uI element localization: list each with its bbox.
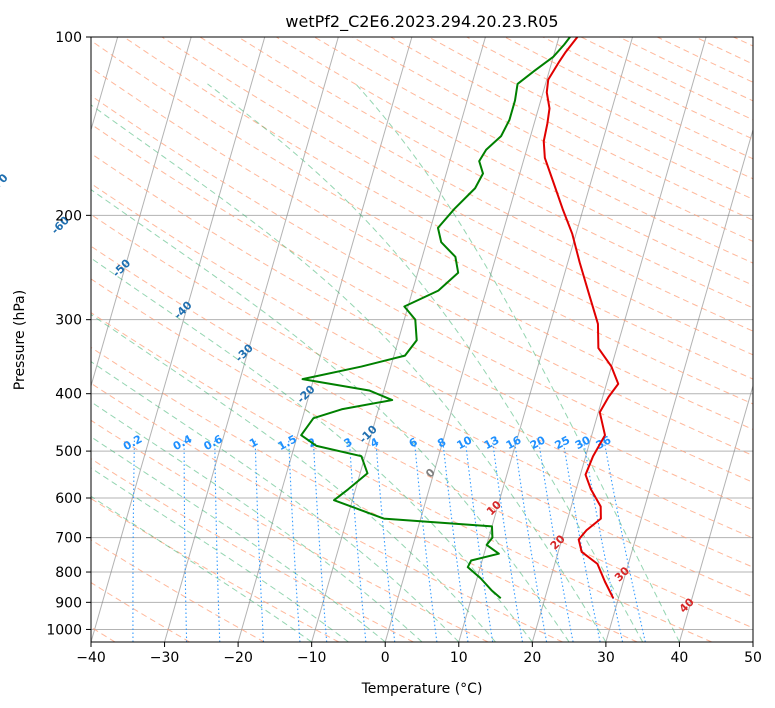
dry-adiabat-line xyxy=(91,213,753,568)
mixing-ratio-line xyxy=(288,440,301,642)
dry-adiabat-line xyxy=(237,37,753,309)
x-tick-label: 30 xyxy=(597,650,615,666)
y-tick-label: 100 xyxy=(55,30,82,46)
mixing-ratio-line xyxy=(582,440,624,642)
y-tick-label: 1000 xyxy=(46,622,82,638)
temperature-profile-line xyxy=(542,37,620,599)
x-tick-label: 10 xyxy=(450,650,468,666)
isotherm-line xyxy=(91,37,192,388)
dry-adiabat-line xyxy=(123,37,753,380)
moist-adiabat-line xyxy=(355,83,680,642)
mixing-ratio-label: 30 xyxy=(573,433,593,452)
y-tick-label: 600 xyxy=(55,491,82,507)
dry-adiabat-line xyxy=(91,245,753,598)
isotherm-line xyxy=(678,384,753,642)
dry-adiabat-line xyxy=(91,278,753,629)
dry-adiabat-label: -70 xyxy=(0,171,11,194)
mixing-ratio-line xyxy=(464,440,494,642)
x-tick-label: −20 xyxy=(223,650,253,666)
mixing-ratio-line xyxy=(562,440,601,642)
mixing-ratio-line xyxy=(603,440,646,642)
y-axis-label: Pressure (hPa) xyxy=(12,290,28,390)
y-tick-label: 200 xyxy=(55,208,82,224)
x-tick-label: 50 xyxy=(744,650,762,666)
dry-adiabat-line xyxy=(276,37,753,286)
isotherm-line xyxy=(384,37,560,642)
mixing-ratio-line xyxy=(183,440,188,642)
dry-adiabat-line xyxy=(91,582,190,642)
moist-adiabat-line xyxy=(91,104,607,642)
profile-series xyxy=(300,37,620,600)
mixing-ratio-line xyxy=(442,440,469,642)
x-tick-label: 40 xyxy=(671,650,689,666)
moist-adiabat-line xyxy=(91,361,460,642)
mixing-ratio-line xyxy=(513,440,548,642)
isotherm-line xyxy=(237,37,413,642)
mixing-ratio-line xyxy=(132,440,135,642)
x-tick-label: 20 xyxy=(523,650,541,666)
axis-ticks: −40 −30 −20 −10 0 10 20 30 40 50 100 200 300 400 500 60… xyxy=(46,30,762,666)
dry-adiabat-line xyxy=(91,182,753,539)
mixing-ratio-line xyxy=(348,440,367,642)
dry-adiabat-line xyxy=(91,458,414,642)
mixing-ratio-line xyxy=(413,440,438,642)
dry-adiabat-line xyxy=(91,312,712,642)
mixing-ratio-line xyxy=(538,440,574,642)
x-axis-label: Temperature (°C) xyxy=(361,681,483,697)
x-tick-label: −10 xyxy=(297,650,327,666)
isotherm-line xyxy=(458,37,634,642)
chart-title: wetPf2_C2E6.2023.294.20.23.R05 xyxy=(285,12,558,32)
y-tick-label: 400 xyxy=(55,387,82,403)
moist-adiabat-line xyxy=(91,313,496,642)
x-tick-label: −40 xyxy=(76,650,106,666)
mixing-ratio-line xyxy=(254,440,265,642)
background-reference-lines xyxy=(91,37,753,642)
mixing-ratio-line xyxy=(214,440,221,642)
y-tick-label: 800 xyxy=(55,565,82,581)
plot-frame xyxy=(90,36,754,643)
isotherm-line xyxy=(164,37,339,642)
dry-adiabat-line xyxy=(91,94,753,457)
dry-adiabat-line xyxy=(91,152,753,511)
y-tick-label: 500 xyxy=(55,444,82,460)
mixing-ratio-label: 25 xyxy=(553,433,573,452)
isotherm-line xyxy=(531,37,707,642)
moist-adiabat-line xyxy=(207,83,644,642)
mixing-ratio-label: 16 xyxy=(504,433,524,452)
dry-adiabat-line xyxy=(91,539,265,642)
y-tick-label: 300 xyxy=(55,313,82,329)
dry-adiabat-line xyxy=(91,123,753,483)
dry-adiabat-line xyxy=(91,419,489,642)
mixing-ratio-label: 13 xyxy=(482,433,502,452)
x-tick-label: −30 xyxy=(150,650,180,666)
moist-adiabat-line xyxy=(91,401,423,642)
dewpoint-profile-line xyxy=(300,37,571,600)
x-tick-label: 0 xyxy=(381,650,390,666)
y-tick-label: 700 xyxy=(55,531,82,547)
mixing-ratio-line xyxy=(491,440,524,642)
y-tick-label: 900 xyxy=(55,595,82,611)
moist-adiabat-line xyxy=(91,257,533,642)
mixing-ratio-label: 10 xyxy=(455,433,475,452)
mixing-ratio-label: 20 xyxy=(528,433,548,452)
mixing-ratio-line xyxy=(375,440,396,642)
dry-adiabat-line xyxy=(91,346,638,642)
isotherm-line xyxy=(91,37,266,642)
dry-adiabat-line xyxy=(91,40,753,405)
moist-adiabat-line xyxy=(91,495,312,642)
mixing-ratio-line xyxy=(312,440,328,642)
